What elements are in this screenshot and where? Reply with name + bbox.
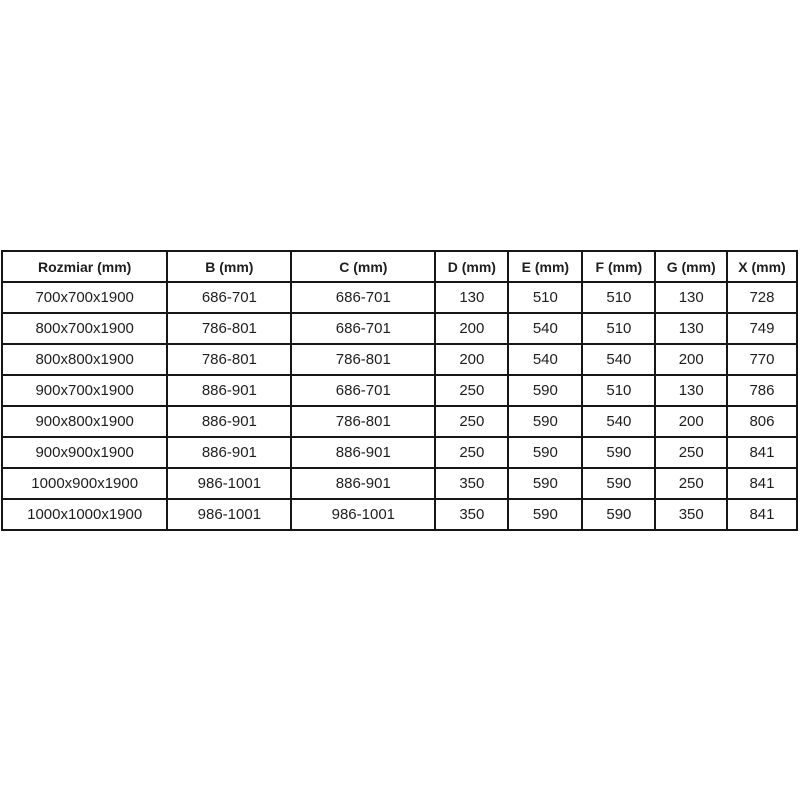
- column-header-d: D (mm): [434, 250, 510, 283]
- table-cell: 886-901: [290, 467, 437, 500]
- column-header-f: F (mm): [581, 250, 657, 283]
- table-cell: 590: [507, 436, 584, 469]
- table-cell: 986-1001: [290, 498, 437, 531]
- table-body: 700x700x1900 686-701 686-701 130 510 510 130 72…: [0, 281, 799, 531]
- table-cell: 540: [581, 405, 657, 438]
- table-cell: 250: [654, 436, 728, 469]
- table-cell: 900x900x1900: [0, 436, 169, 469]
- table-cell: 540: [507, 343, 584, 376]
- table-cell: 200: [654, 343, 728, 376]
- header-row: Rozmiar (mm) B (mm) C (mm) D (mm) E (mm) F (m…: [0, 250, 799, 283]
- column-header-c: C (mm): [290, 250, 437, 283]
- table-cell: 1000x900x1900: [0, 467, 169, 500]
- table-cell: 900x700x1900: [0, 374, 169, 407]
- table-cell: 800x700x1900: [0, 312, 169, 345]
- column-header-e: E (mm): [507, 250, 584, 283]
- table-cell: 510: [581, 281, 657, 314]
- table-cell: 786-801: [166, 343, 293, 376]
- table-cell: 590: [581, 498, 657, 531]
- table-cell: 250: [434, 374, 510, 407]
- table-cell: 590: [581, 467, 657, 500]
- table-cell: 200: [434, 343, 510, 376]
- table-cell: 350: [434, 498, 510, 531]
- table-cell: 686-701: [290, 374, 437, 407]
- table-cell: 590: [507, 498, 584, 531]
- column-header-rozmiar: Rozmiar (mm): [0, 250, 169, 283]
- table-cell: 786-801: [166, 312, 293, 345]
- table-cell: 806: [725, 405, 799, 438]
- table-cell: 886-901: [166, 374, 293, 407]
- table-row: 800x800x1900 786-801 786-801 200 540 540 200 77…: [0, 343, 799, 376]
- table-cell: 510: [581, 374, 657, 407]
- table-cell: 200: [654, 405, 728, 438]
- table-cell: 986-1001: [166, 498, 293, 531]
- table-cell: 841: [725, 498, 799, 531]
- table-cell: 800x800x1900: [0, 343, 169, 376]
- table-cell: 130: [434, 281, 510, 314]
- table-row: 900x800x1900 886-901 786-801 250 590 540 200 80…: [0, 405, 799, 438]
- table-row: 700x700x1900 686-701 686-701 130 510 510 130 72…: [0, 281, 799, 314]
- table-cell: 590: [507, 467, 584, 500]
- table-row: 900x700x1900 886-901 686-701 250 590 510 130 78…: [0, 374, 799, 407]
- table-row: 1000x900x1900 986-1001 886-901 350 590 590 250…: [0, 467, 799, 500]
- table-cell: 786-801: [290, 343, 437, 376]
- column-header-g: G (mm): [654, 250, 728, 283]
- table-cell: 686-701: [290, 281, 437, 314]
- table-cell: 540: [507, 312, 584, 345]
- column-header-x: X (mm): [725, 250, 799, 283]
- table-cell: 749: [725, 312, 799, 345]
- table-cell: 728: [725, 281, 799, 314]
- table-cell: 250: [654, 467, 728, 500]
- table-cell: 886-901: [290, 436, 437, 469]
- table-row: 800x700x1900 786-801 686-701 200 540 510 130 74…: [0, 312, 799, 345]
- table-cell: 130: [654, 374, 728, 407]
- table-cell: 686-701: [166, 281, 293, 314]
- table-cell: 886-901: [166, 436, 293, 469]
- table-cell: 250: [434, 436, 510, 469]
- table-cell: 590: [507, 405, 584, 438]
- table-cell: 200: [434, 312, 510, 345]
- table-cell: 786-801: [290, 405, 437, 438]
- table-cell: 510: [581, 312, 657, 345]
- table-cell: 350: [434, 467, 510, 500]
- column-header-b: B (mm): [166, 250, 293, 283]
- table-cell: 590: [581, 436, 657, 469]
- table-cell: 841: [725, 436, 799, 469]
- table-cell: 250: [434, 405, 510, 438]
- table-cell: 886-901: [166, 405, 293, 438]
- table-cell: 770: [725, 343, 799, 376]
- dimension-spec-table: Rozmiar (mm) B (mm) C (mm) D (mm) E (mm) F (m…: [0, 250, 799, 531]
- table-row: 1000x1000x1900 986-1001 986-1001 350 590 590 3…: [0, 498, 799, 531]
- table-cell: 700x700x1900: [0, 281, 169, 314]
- table-cell: 590: [507, 374, 584, 407]
- table-cell: 540: [581, 343, 657, 376]
- table-cell: 510: [507, 281, 584, 314]
- table-row: 900x900x1900 886-901 886-901 250 590 590 250 84…: [0, 436, 799, 469]
- table-cell: 841: [725, 467, 799, 500]
- table-cell: 350: [654, 498, 728, 531]
- table-cell: 786: [725, 374, 799, 407]
- table-cell: 900x800x1900: [0, 405, 169, 438]
- table-cell: 986-1001: [166, 467, 293, 500]
- table-cell: 130: [654, 312, 728, 345]
- table-cell: 130: [654, 281, 728, 314]
- table-cell: 1000x1000x1900: [0, 498, 169, 531]
- table-cell: 686-701: [290, 312, 437, 345]
